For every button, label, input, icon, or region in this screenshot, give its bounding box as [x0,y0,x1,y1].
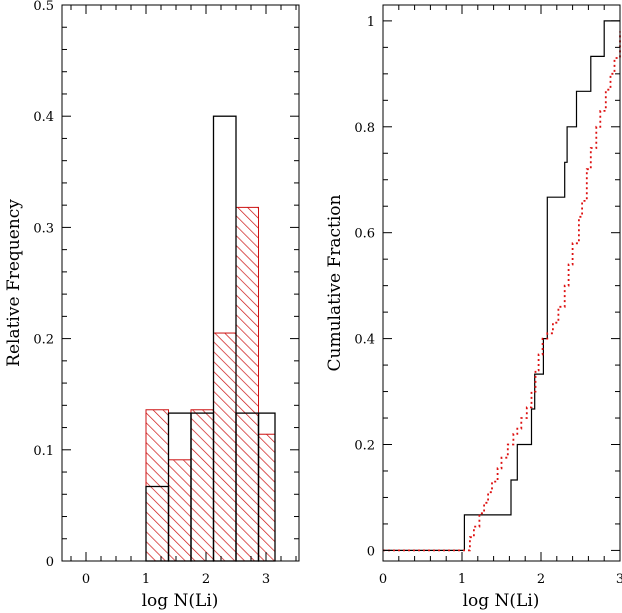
cumulative-x-axis-label: log N(Li) [463,591,540,611]
cumulative-line-red [383,31,621,552]
cumulative-y-tick-label: 0.6 [354,227,375,242]
histogram-y-tick-label: 0.4 [33,110,54,125]
histogram-y-tick-label: 0.5 [33,0,54,14]
histogram-y-axis-label: Relative Frequency [4,199,24,367]
cumulative-panel: 0 1 2 3 0 0.2 0.4 0.6 0.8 1 log N(Li) Cumulative … [325,4,622,611]
cumulative-lines [383,20,621,552]
cumulative-y-tick-label: 1 [367,15,375,30]
histogram-bar-red-1 [168,459,192,562]
histogram-axis-ticks: 0 1 2 3 0 0.1 0.2 0.3 0.4 0.5 [33,0,299,587]
cumulative-x-tick-label: 3 [616,572,622,587]
histogram-panel: 0 1 2 3 0 0.1 0.2 0.3 0.4 0.5 log N(Li) Relative … [4,0,300,611]
cumulative-line-black [383,20,620,551]
histogram-y-tick-label: 0.2 [33,333,54,348]
histogram-y-tick-label: 0.3 [33,221,54,236]
cumulative-x-tick-label: 2 [537,572,545,587]
histogram-plot-frame [61,4,300,562]
histogram-bar-red-5 [258,433,276,562]
histogram-bar-red-2 [190,409,214,562]
histogram-bars [145,115,276,562]
cumulative-x-tick-label: 0 [379,572,387,587]
histogram-x-tick-label: 0 [82,572,90,587]
cumulative-y-axis-label: Cumulative Fraction [325,194,345,371]
cumulative-axis-ticks: 0 1 2 3 0 0.2 0.4 0.6 0.8 1 [354,5,622,587]
histogram-bar-red-3 [213,332,237,562]
histogram-bar-red-0 [145,409,169,562]
histogram-x-axis-label: log N(Li) [142,591,219,611]
histogram-x-tick-label: 3 [262,572,270,587]
histogram-x-tick-label: 1 [142,572,150,587]
histogram-bar-red-4 [235,206,259,562]
cumulative-y-tick-label: 0.8 [354,121,375,136]
cumulative-x-tick-label: 1 [458,572,466,587]
cumulative-plot-frame [382,4,621,562]
cumulative-y-tick-label: 0.2 [354,439,375,454]
histogram-y-tick-label: 0.1 [33,444,54,459]
histogram-x-tick-label: 2 [202,572,210,587]
cumulative-y-tick-label: 0 [367,544,375,559]
cumulative-y-tick-label: 0.4 [354,333,375,348]
histogram-y-tick-label: 0 [46,555,54,570]
